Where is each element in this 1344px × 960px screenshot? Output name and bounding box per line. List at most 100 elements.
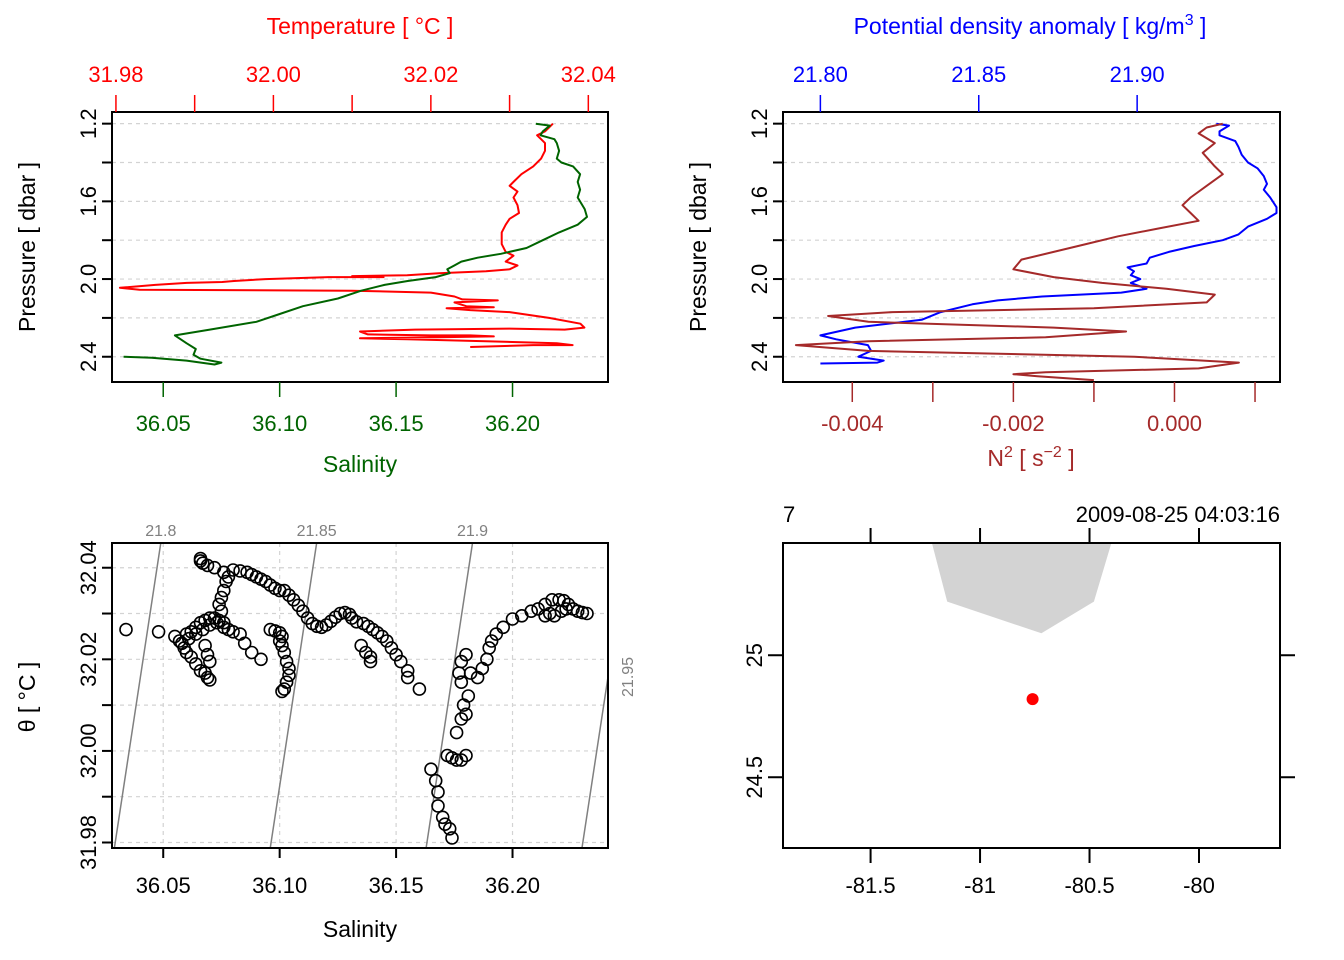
salinity-tick-label: 36.20 <box>485 411 540 436</box>
ts-point <box>580 606 594 621</box>
n2-title-end: ] <box>1062 445 1075 471</box>
ts-point <box>431 799 445 813</box>
n2-tick-label: -0.004 <box>821 411 883 436</box>
panel3-frame <box>111 542 609 849</box>
density-tick-label: 21.90 <box>1110 62 1165 87</box>
theta-tick-label: 31.98 <box>76 815 101 870</box>
ts-point <box>389 647 403 662</box>
panel-station-map: -81.5 -81 -80.5 -80 24.5 25 7 2009-08-25 04:0… <box>742 502 1295 898</box>
panel1-series <box>118 122 588 366</box>
ts-point <box>182 631 196 646</box>
panel3-points <box>119 551 594 845</box>
density-title-sup: 3 <box>1185 12 1194 29</box>
ts-point <box>203 618 217 632</box>
salinity-axis-title: Salinity <box>323 451 398 477</box>
longitude-tick-label: -81 <box>964 873 996 898</box>
ts-point <box>233 627 247 641</box>
ts-point <box>189 657 203 671</box>
ts-point <box>172 634 187 648</box>
density-title-main: Potential density anomaly [ kg/m <box>854 13 1185 39</box>
ts-point <box>193 551 208 566</box>
panel3-grid <box>112 543 608 848</box>
theta-tick-label: 32.04 <box>76 540 101 595</box>
ts-point <box>442 821 457 836</box>
ts-point <box>445 831 459 845</box>
longitude-tick-label: -80 <box>1183 873 1215 898</box>
pressure-tick-label: 1.2 <box>76 108 101 139</box>
panel-ts-diagram: 21.8 21.85 21.921.95 36.05 36.10 36.15 36.203… <box>14 523 637 942</box>
isopycnal-line <box>269 543 318 848</box>
ts-salinity-axis-title: Salinity <box>323 916 398 942</box>
ts-point <box>214 604 229 619</box>
ts-point <box>531 602 545 616</box>
salinity-tick-label: 36.10 <box>252 411 307 436</box>
ts-point <box>277 645 292 660</box>
ts-point <box>489 627 504 641</box>
ts-point <box>310 619 324 634</box>
ts-point <box>459 707 473 722</box>
theta-tick-label: 32.00 <box>76 723 101 778</box>
coastline-land <box>931 543 1112 634</box>
salinity-profile-line <box>123 122 588 366</box>
temperature-tick-label: 32.04 <box>561 62 616 87</box>
ts-point <box>324 614 338 629</box>
salinity-tick-label: 36.10 <box>252 873 307 898</box>
temperature-axis-title: Temperature [ °C ] <box>267 13 454 39</box>
ts-point <box>221 570 236 584</box>
theta-axis-title: θ [ °C ] <box>14 662 40 733</box>
panel3-ticks: 36.05 36.10 36.15 36.20 31.98 32.00 32.02 32.04 <box>76 540 540 898</box>
isopycnal-label: 21.85 <box>297 523 337 540</box>
n2-axis-title: N2 [ s−2 ] <box>987 444 1074 471</box>
ts-point <box>400 663 415 678</box>
ts-point <box>210 615 224 630</box>
n2-title-main: N <box>987 445 1004 471</box>
panel2-frame <box>782 111 1281 383</box>
ts-point <box>575 605 590 620</box>
theta-tick-label: 32.02 <box>76 632 101 687</box>
panel2-grid <box>783 123 1280 358</box>
ts-point <box>196 622 210 637</box>
ts-point <box>412 682 427 696</box>
ts-point <box>272 625 287 640</box>
ts-point <box>203 673 217 687</box>
ts-point <box>363 654 378 669</box>
isopycnal-line <box>113 543 162 848</box>
pressure-tick-label: 1.2 <box>747 108 772 139</box>
panel1-ticks: 1.2 1.6 2.0 2.4 31.98 32.00 32.02 32.04 36.05 36.… <box>76 62 616 436</box>
pressure-axis-title: Pressure [ dbar ] <box>14 162 40 332</box>
ts-point <box>349 614 364 629</box>
ts-point <box>203 611 217 625</box>
ts-point <box>505 612 520 626</box>
ts-point <box>435 810 450 825</box>
ts-point <box>254 652 268 667</box>
ts-point <box>184 650 198 664</box>
ts-point <box>556 593 571 608</box>
temperature-tick-label: 31.98 <box>88 62 143 87</box>
panel3-isopycnal-labels: 21.8 21.85 21.9 21.95 <box>145 523 637 697</box>
panel-temperature-salinity-profile: 1.2 1.6 2.0 2.4 31.98 32.00 32.02 32.04 36.05 36.… <box>14 13 616 477</box>
ts-point <box>203 654 217 669</box>
ts-point <box>282 588 296 603</box>
salinity-tick-label: 36.05 <box>136 873 191 898</box>
isopycnal-line <box>581 671 608 848</box>
station-time-label: 2009-08-25 04:03:16 <box>1076 502 1280 527</box>
n2-profile-line <box>794 122 1240 382</box>
ts-point <box>179 645 194 660</box>
ts-point <box>119 622 133 637</box>
ts-point <box>275 638 289 653</box>
latitude-tick-label: 25 <box>742 643 767 667</box>
ts-point <box>370 625 385 640</box>
temperature-tick-label: 32.02 <box>403 62 458 87</box>
ts-point <box>438 817 452 832</box>
ts-point <box>449 725 464 740</box>
salinity-tick-label: 36.15 <box>369 873 424 898</box>
ts-point <box>282 661 296 676</box>
ts-point <box>454 675 469 690</box>
ts-point <box>296 604 310 619</box>
ts-point <box>484 634 499 648</box>
pressure-tick-label: 2.4 <box>747 341 772 372</box>
ts-point <box>538 608 552 623</box>
ts-point <box>384 641 399 655</box>
isopycnal-label: 21.95 <box>620 657 637 697</box>
panel2-ticks: 1.2 1.6 2.0 2.4 21.80 21.85 21.90 -0.004 -0.002 0… <box>747 62 1256 436</box>
